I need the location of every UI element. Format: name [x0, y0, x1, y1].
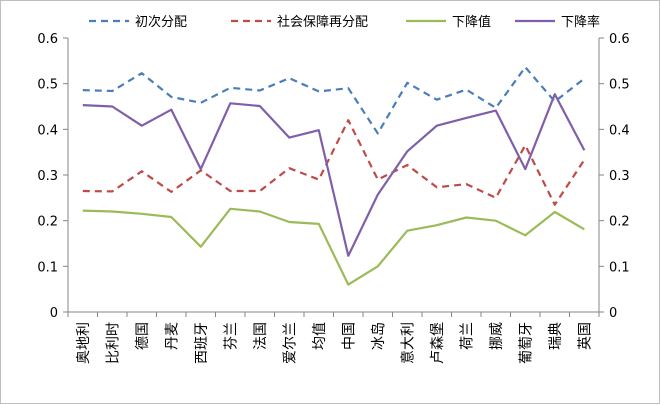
- x-tick-label: 德国: [135, 322, 151, 350]
- legend-label-3: 下降值: [452, 14, 491, 30]
- x-tick-label: 葡萄牙: [518, 322, 534, 364]
- y-tick-label-right: 0.5: [609, 78, 630, 93]
- x-tick-label: 均值: [312, 322, 328, 350]
- legend-label-1: 初次分配: [135, 14, 187, 30]
- y-tick-label-left: 0: [50, 306, 58, 321]
- x-tick-label: 爱尔兰: [282, 322, 298, 364]
- y-tick-label-left: 0.2: [37, 215, 58, 230]
- legend-label-2: 社会保障再分配: [277, 14, 368, 30]
- series-line-3: [82, 207, 585, 286]
- x-tick-label: 挪威: [489, 322, 505, 350]
- x-tick-label: 中国: [341, 322, 357, 350]
- x-tick-label: 丹麦: [164, 322, 180, 350]
- x-tick-label: 比利时: [105, 322, 121, 364]
- y-tick-label-left: 0.6: [37, 32, 58, 47]
- y-tick-label-right: 0.4: [609, 123, 630, 138]
- series-line-2: [82, 119, 586, 206]
- x-tick-label: 意大利: [399, 322, 416, 364]
- y-tick-label-left: 0.4: [37, 123, 58, 138]
- series-line-1: [82, 66, 585, 135]
- y-tick-label-left: 0.3: [37, 169, 58, 184]
- y-tick-label-right: 0.1: [609, 260, 630, 275]
- y-tick-label-right: 0: [609, 306, 617, 321]
- y-tick-label-left: 0.5: [37, 78, 58, 93]
- y-tick-label-right: 0.6: [609, 32, 630, 47]
- y-tick-label-right: 0.3: [609, 169, 630, 184]
- x-tick-label: 瑞典: [548, 322, 564, 350]
- x-tick-label: 法国: [253, 322, 269, 350]
- x-tick-label: 英国: [576, 322, 593, 350]
- y-tick-label-right: 0.2: [609, 215, 630, 230]
- x-tick-label: 冰岛: [371, 322, 387, 350]
- x-tick-label: 芬兰: [223, 322, 239, 350]
- legend-label-4: 下降率: [561, 14, 600, 30]
- x-tick-label: 荷兰: [459, 322, 475, 350]
- x-tick-label: 奥地利: [75, 322, 92, 364]
- x-tick-label: 卢森堡: [430, 322, 446, 364]
- y-tick-label-left: 0.1: [37, 260, 58, 275]
- x-tick-label: 西班牙: [194, 322, 210, 364]
- series-line-4: [82, 93, 586, 257]
